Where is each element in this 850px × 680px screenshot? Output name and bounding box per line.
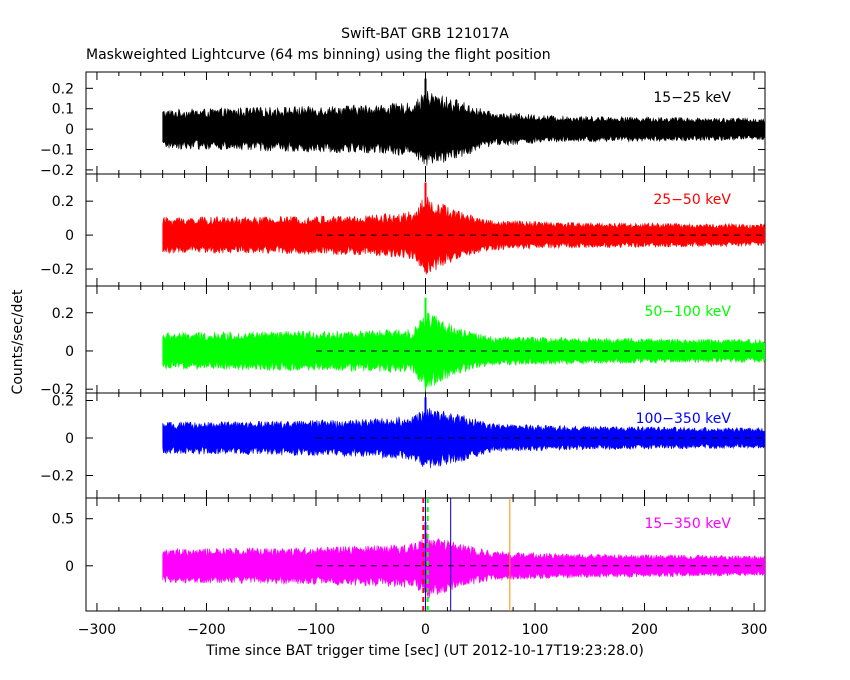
x-tick-label: −100 bbox=[297, 622, 335, 638]
x-tick-label: 300 bbox=[741, 622, 768, 638]
y-tick-label: −0.2 bbox=[40, 163, 74, 179]
y-tick-label: 0 bbox=[65, 122, 74, 138]
x-tick-label: 200 bbox=[631, 622, 658, 638]
y-tick-label: 0.2 bbox=[52, 394, 74, 410]
x-tick-label: 0 bbox=[421, 622, 430, 638]
y-tick-label: 0.2 bbox=[52, 81, 74, 97]
y-tick-label: 0.1 bbox=[52, 102, 74, 118]
x-axis-label: Time since BAT trigger time [sec] (UT 20… bbox=[205, 643, 644, 659]
x-tick-label: 100 bbox=[522, 622, 549, 638]
lightcurve-series bbox=[162, 90, 766, 166]
y-tick-label: −0.2 bbox=[40, 469, 74, 485]
band-label: 25−50 keV bbox=[653, 192, 731, 208]
band-label: 100−350 keV bbox=[636, 411, 732, 427]
y-tick-label: 0 bbox=[65, 559, 74, 575]
band-label: 15−350 keV bbox=[644, 516, 731, 532]
panels-group: −0.2 −0.1 0 0.1 0.2 15−25 keV −0.2 0 0.2 25−50 ke… bbox=[40, 71, 768, 638]
x-tick-label: −200 bbox=[187, 622, 225, 638]
y-tick-label: 0 bbox=[65, 228, 74, 244]
x-tick-label: −300 bbox=[78, 622, 116, 638]
y-tick-label: −0.2 bbox=[40, 262, 74, 278]
y-tick-label: −0.1 bbox=[40, 143, 74, 159]
y-tick-label: 0.2 bbox=[52, 306, 74, 322]
y-tick-label: 0.2 bbox=[52, 194, 74, 210]
band-label: 50−100 keV bbox=[644, 304, 731, 320]
band-label: 15−25 keV bbox=[653, 90, 731, 106]
chart-subtitle: Maskweighted Lightcurve (64 ms binning) … bbox=[86, 47, 551, 63]
y-tick-label: −0.2 bbox=[40, 382, 74, 398]
y-tick-label: 0 bbox=[65, 431, 74, 447]
lightcurve-series bbox=[162, 312, 766, 392]
chart-title: Swift-BAT GRB 121017A bbox=[341, 26, 509, 42]
y-tick-label: 0 bbox=[65, 344, 74, 360]
y-tick-label: 0.5 bbox=[52, 512, 74, 528]
y-axis-label: Counts/sec/det bbox=[10, 289, 26, 394]
